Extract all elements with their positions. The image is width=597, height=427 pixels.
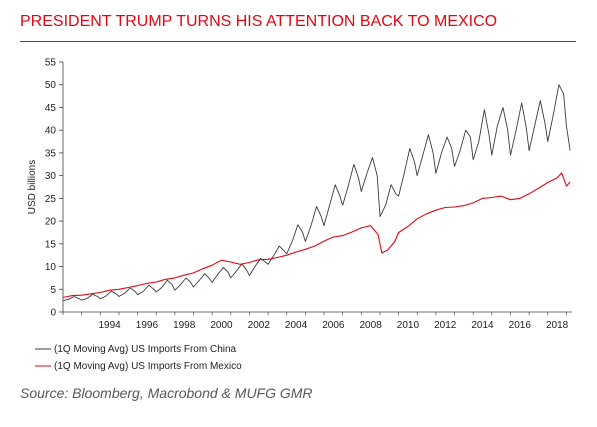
y-tick-label: 10 <box>45 262 57 273</box>
y-tick-label: 55 <box>45 58 57 69</box>
y-tick-label: 20 <box>45 217 57 228</box>
title-divider <box>20 41 576 42</box>
y-tick-label: 25 <box>45 194 57 205</box>
legend: (1Q Moving Avg) US Imports From China (1… <box>35 344 242 372</box>
y-tick-label: 40 <box>45 126 57 137</box>
legend-label-china: (1Q Moving Avg) US Imports From China <box>54 344 237 355</box>
x-tick-label: 1994 <box>98 320 121 331</box>
x-tick-label: 2006 <box>322 320 345 331</box>
plot-lines <box>62 84 571 302</box>
y-tick-label: 50 <box>45 80 57 91</box>
y-tick-label: 45 <box>45 103 57 114</box>
x-tick-label: 2014 <box>471 320 494 331</box>
china-line <box>62 84 571 302</box>
source-note: Source: Bloomberg, Macrobond & MUFG GMR <box>20 385 313 401</box>
y-axis-ticks: 0 5 10 15 20 25 30 35 40 45 50 55 <box>45 58 63 319</box>
y-tick-label: 30 <box>45 171 57 182</box>
legend-label-mexico: (1Q Moving Avg) US Imports From Mexico <box>54 361 242 372</box>
x-tick-label: 2000 <box>210 320 233 331</box>
y-tick-label: 15 <box>45 239 57 250</box>
line-chart: 0 5 10 15 20 25 30 35 40 45 50 55 1994 1996 1998 2000 2… <box>27 58 572 372</box>
x-tick-label: 2016 <box>509 320 532 331</box>
y-tick-label: 5 <box>50 285 56 296</box>
mexico-line <box>62 172 571 299</box>
x-tick-label: 2010 <box>397 320 420 331</box>
x-tick-label: 2002 <box>248 320 271 331</box>
x-tick-label: 2018 <box>546 320 569 331</box>
page-title: PRESIDENT TRUMP TURNS HIS ATTENTION BACK… <box>20 13 498 30</box>
x-tick-label: 2012 <box>434 320 457 331</box>
x-tick-label: 1998 <box>173 320 196 331</box>
x-tick-label: 1996 <box>136 320 159 331</box>
y-tick-label: 35 <box>45 148 57 159</box>
x-tick-label: 2004 <box>285 320 308 331</box>
y-axis-title: USD billions <box>27 160 38 214</box>
y-tick-label: 0 <box>50 308 56 319</box>
x-tick-label: 2008 <box>360 320 383 331</box>
x-axis-ticks: 1994 1996 1998 2000 2002 2004 2006 2008 2010 2012… <box>62 312 569 331</box>
